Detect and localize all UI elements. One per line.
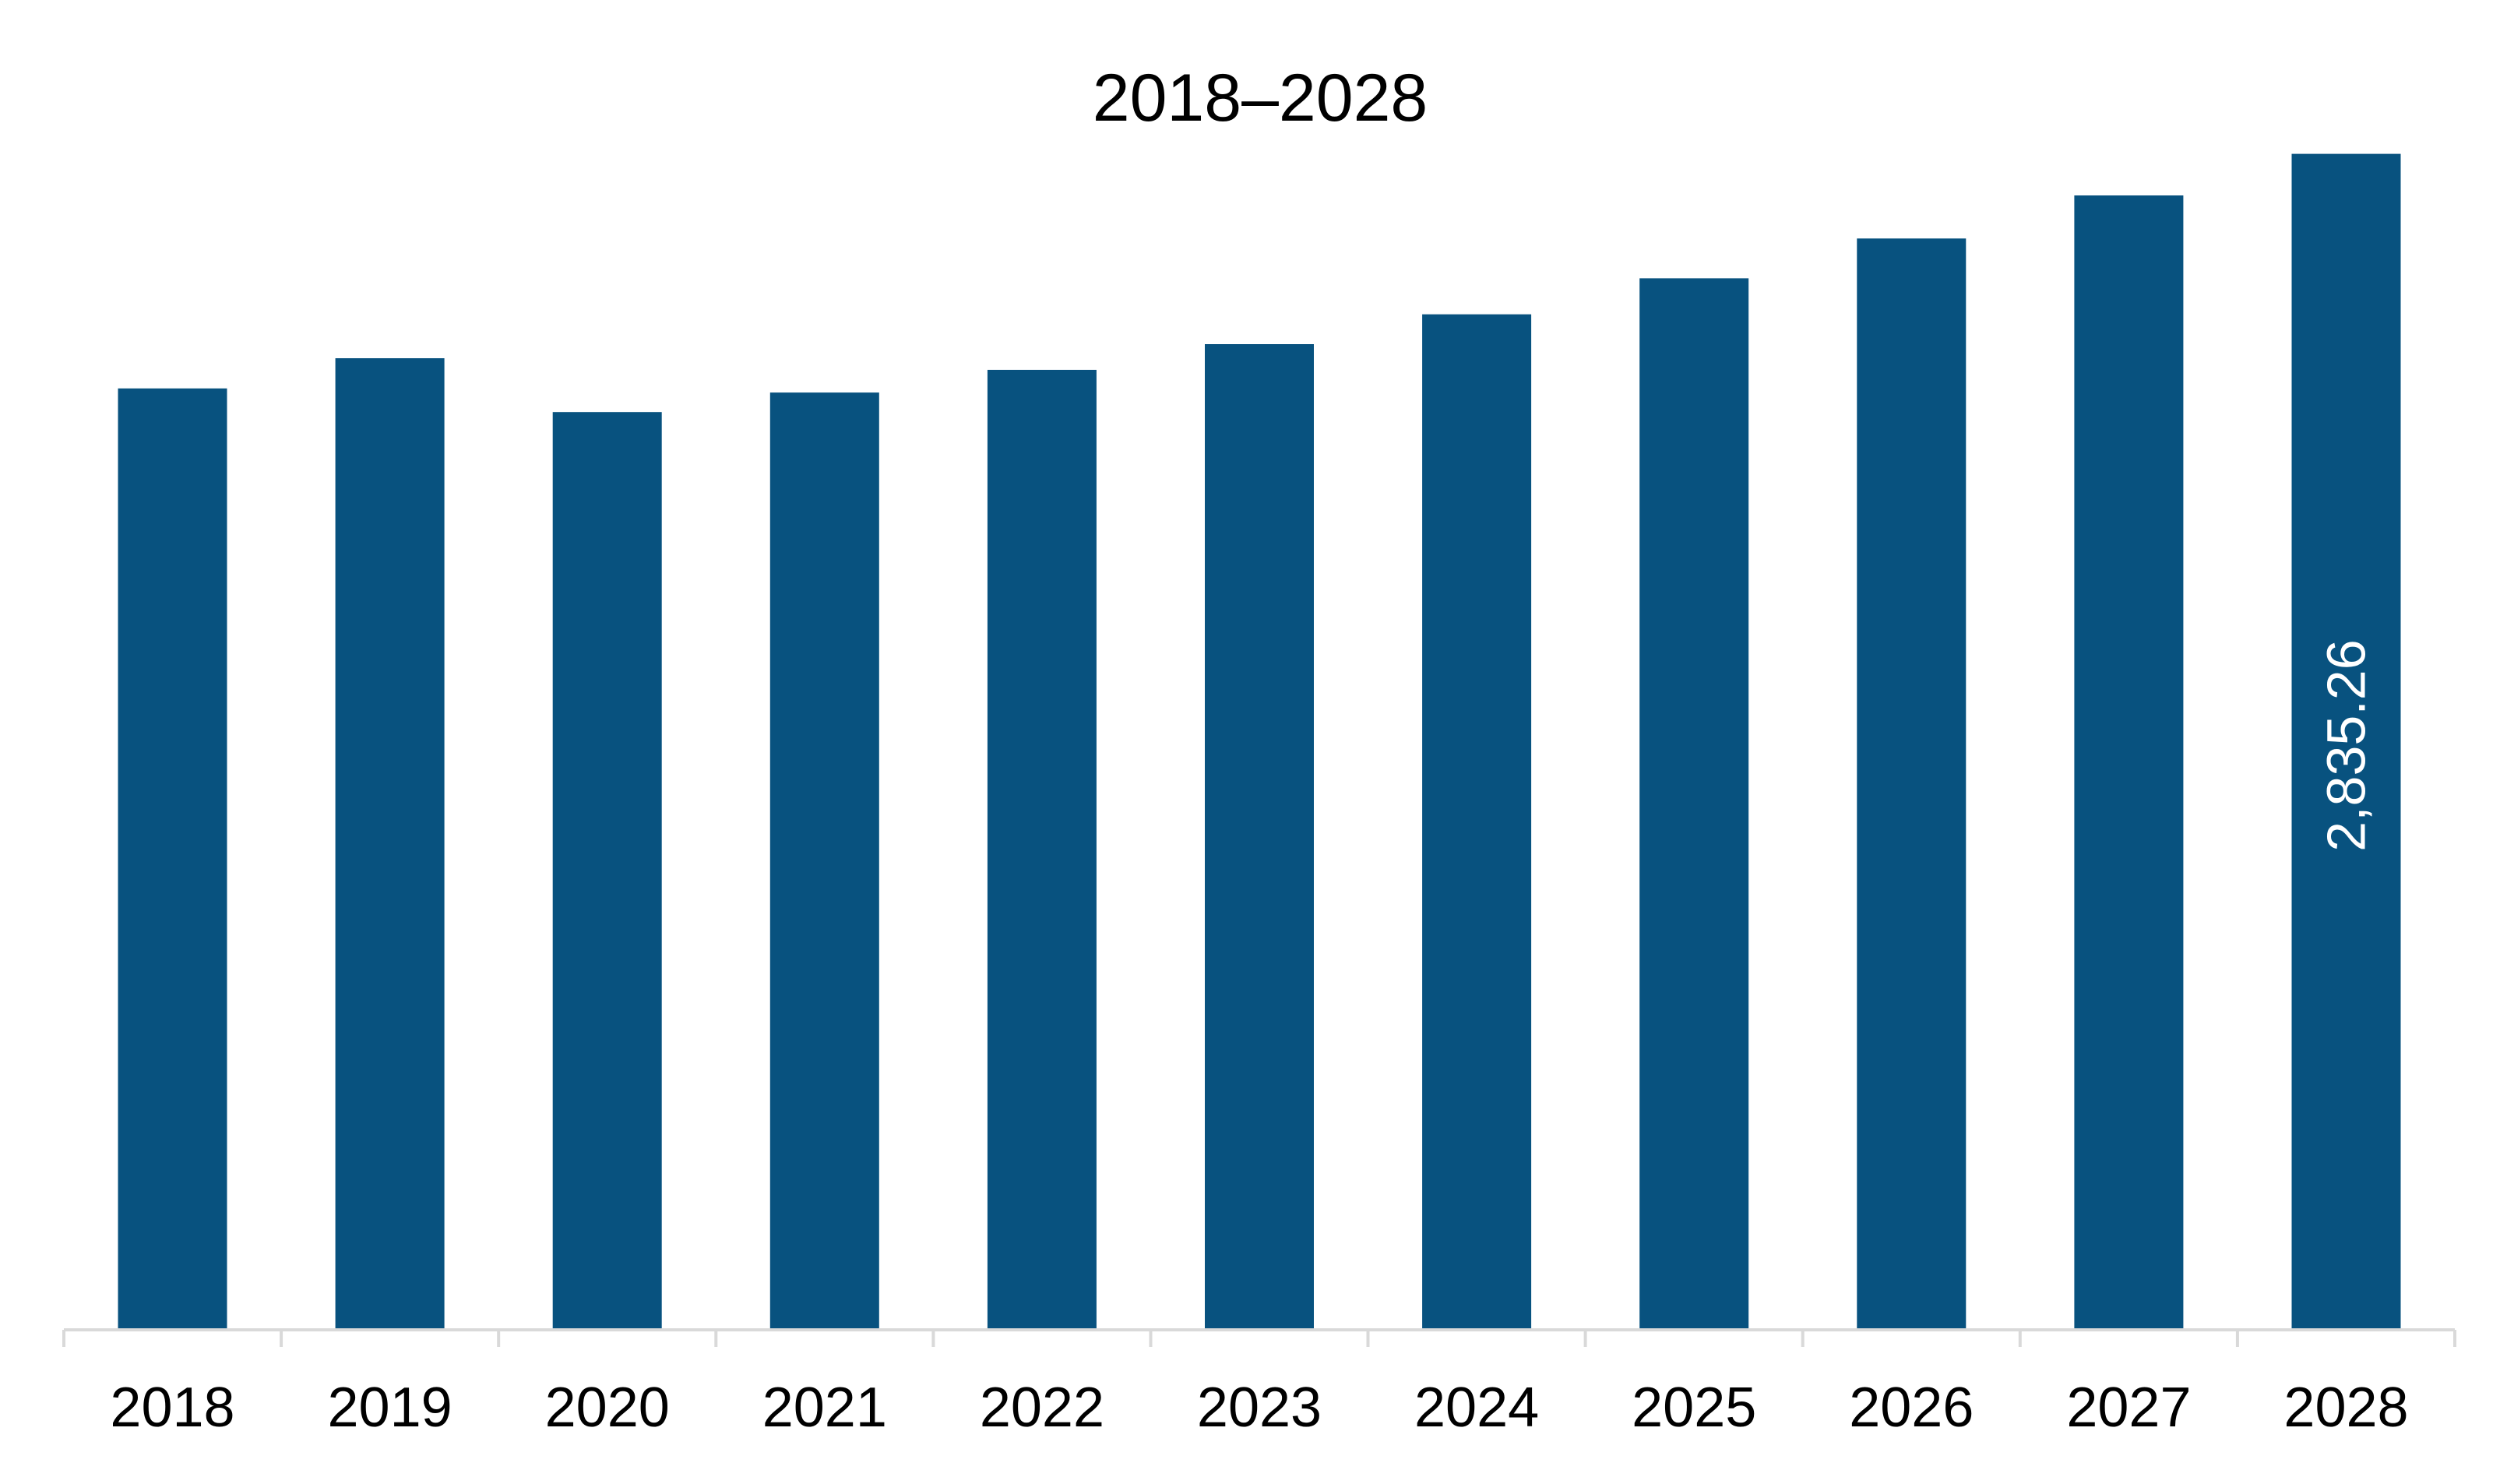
x-tick-label-2026: 2026 — [1849, 1377, 1974, 1439]
bar-2028 — [2291, 153, 2401, 1329]
bar-2026 — [1857, 238, 1967, 1328]
bar-2023 — [1205, 344, 1314, 1328]
bar-2027 — [2074, 195, 2184, 1328]
x-tick-label-2024: 2024 — [1414, 1377, 1539, 1439]
x-tick-label-2022: 2022 — [980, 1377, 1104, 1439]
chart-title: 2018–2028 — [1093, 61, 1428, 135]
bar-2021 — [769, 392, 879, 1329]
data-label-2028: 2,835.26 — [2316, 639, 2377, 851]
bar-2022 — [987, 370, 1097, 1328]
bar-2020 — [552, 412, 662, 1329]
bar-2019 — [335, 358, 445, 1329]
bar-2018 — [118, 388, 227, 1328]
x-tick-label-2019: 2019 — [328, 1377, 452, 1439]
x-tick-label-2020: 2020 — [545, 1377, 670, 1439]
x-tick-label-2025: 2025 — [1632, 1377, 1756, 1439]
data-labels: 2,835.26 — [2316, 639, 2377, 851]
bar-2024 — [1422, 314, 1532, 1329]
x-tick-label-2027: 2027 — [2066, 1377, 2191, 1439]
x-axis — [62, 1328, 2456, 1347]
x-tick-label-2021: 2021 — [762, 1377, 887, 1439]
bars-layer — [118, 153, 2401, 1329]
x-tick-label-2028: 2028 — [2283, 1377, 2408, 1439]
bar-2025 — [1639, 278, 1749, 1328]
x-tick-labels: 2018 2019 2020 2021 2022 2023 2024 2025 2026 2027… — [110, 1377, 2408, 1439]
x-tick-label-2018: 2018 — [110, 1377, 234, 1439]
x-tick-label-2023: 2023 — [1197, 1377, 1322, 1439]
